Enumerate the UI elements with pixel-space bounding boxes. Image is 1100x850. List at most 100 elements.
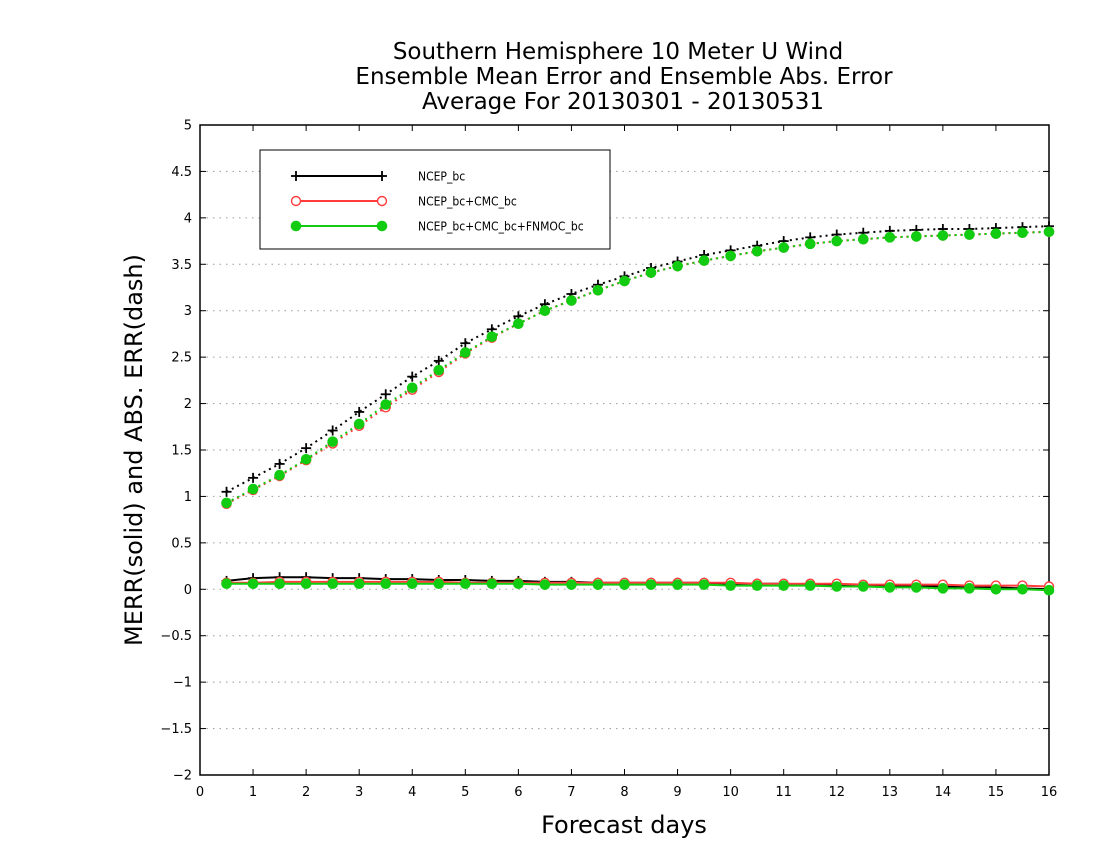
mean-error-point bbox=[964, 583, 975, 594]
x-tick-label: 1 bbox=[249, 785, 257, 800]
mean-error-point bbox=[592, 579, 604, 590]
x-tick-label: 2 bbox=[302, 785, 310, 800]
abs-error-point bbox=[248, 472, 259, 483]
y-tick-label: 2 bbox=[184, 397, 192, 412]
mean-error-point bbox=[247, 578, 259, 590]
legend-label: NCEP_bc+CMC_bc+FNMOC_bc bbox=[418, 220, 584, 234]
legend-label: NCEP_bc+CMC_bc bbox=[418, 195, 517, 209]
y-tick-label: 1.5 bbox=[171, 444, 192, 459]
x-tick-label: 7 bbox=[567, 785, 575, 800]
mean-error-point bbox=[486, 578, 498, 590]
abs-error-point bbox=[274, 458, 285, 469]
x-tick-label: 10 bbox=[722, 785, 739, 800]
series-2 bbox=[221, 226, 1055, 592]
legend-marker bbox=[376, 220, 388, 232]
abs-error-point bbox=[433, 364, 445, 376]
mean-error-point bbox=[513, 578, 524, 590]
title-line-1: Southern Hemisphere 10 Meter U Wind bbox=[393, 39, 843, 65]
mean-error-point bbox=[300, 578, 312, 590]
abs-error-point bbox=[380, 399, 392, 410]
abs-error-point bbox=[327, 436, 338, 447]
x-tick-label: 6 bbox=[514, 785, 522, 800]
chart-title: Southern Hemisphere 10 Meter U Wind Ense… bbox=[355, 39, 893, 115]
mean-error-point bbox=[911, 582, 922, 593]
mean-error-point bbox=[831, 581, 843, 592]
abs-error-point bbox=[990, 228, 1002, 239]
mean-error-point bbox=[406, 578, 418, 590]
abs-error-point bbox=[857, 233, 869, 245]
mean-error-point bbox=[353, 578, 365, 590]
mean-error-point bbox=[698, 579, 710, 590]
mean-error-point bbox=[539, 579, 551, 590]
abs-error-point bbox=[566, 295, 577, 306]
abs-error-point bbox=[964, 229, 975, 240]
abs-error-point bbox=[433, 355, 444, 366]
abs-error-point bbox=[619, 275, 630, 287]
abs-error-point bbox=[221, 497, 232, 509]
legend-item: NCEP_bc+CMC_bc+FNMOC_bc bbox=[290, 220, 584, 234]
abs-error-point bbox=[221, 486, 232, 497]
abs-error-point bbox=[911, 231, 922, 242]
x-tick-label: 13 bbox=[882, 785, 899, 800]
x-tick-label: 5 bbox=[461, 785, 469, 800]
abs-error-point bbox=[778, 242, 789, 253]
mean-error-point bbox=[725, 580, 736, 591]
mean-error-point bbox=[460, 578, 471, 590]
abs-error-point bbox=[301, 443, 312, 454]
y-tick-label: 5 bbox=[184, 119, 192, 134]
abs-error-point bbox=[486, 331, 498, 343]
x-axis-label: Forecast days bbox=[541, 811, 707, 839]
grid-lines bbox=[200, 170, 1049, 730]
y-tick-label: 2.5 bbox=[171, 351, 192, 366]
title-line-2: Ensemble Mean Error and Ensemble Abs. Er… bbox=[355, 64, 893, 90]
abs-error-point bbox=[274, 469, 285, 481]
legend-marker bbox=[291, 171, 301, 181]
y-tick-label: −1.5 bbox=[160, 722, 192, 737]
mean-error-point bbox=[857, 581, 869, 592]
mean-error-point bbox=[672, 579, 683, 590]
mean-error-point bbox=[990, 583, 1002, 595]
abs-error-point bbox=[513, 318, 524, 330]
legend-label: NCEP_bc bbox=[418, 170, 465, 184]
legend-marker bbox=[377, 171, 387, 181]
mean-error-point bbox=[751, 580, 763, 591]
abs-error-point bbox=[354, 406, 365, 417]
x-tick-label: 14 bbox=[935, 785, 952, 800]
mean-error-point bbox=[566, 579, 577, 590]
abs-error-point bbox=[460, 347, 471, 358]
y-tick-label: 1 bbox=[184, 490, 192, 505]
mean-error-point bbox=[645, 579, 657, 590]
y-tick-label: 0 bbox=[184, 583, 192, 598]
mean-error-point bbox=[380, 578, 392, 590]
legend-box bbox=[259, 149, 611, 250]
series-3 bbox=[221, 226, 1055, 596]
mean-error-point bbox=[327, 578, 338, 590]
abs-error-point bbox=[300, 453, 312, 465]
title-line-3: Average For 20130301 - 20130531 bbox=[422, 89, 824, 115]
abs-error-point bbox=[725, 250, 736, 262]
abs-error-point bbox=[380, 389, 391, 400]
abs-error-point bbox=[751, 245, 763, 257]
legend-marker bbox=[290, 220, 302, 232]
abs-error-point bbox=[353, 418, 365, 430]
y-tick-label: 0.5 bbox=[171, 536, 192, 551]
mean-error-point bbox=[1043, 584, 1055, 596]
abs-error-point bbox=[460, 338, 471, 349]
abs-error-point bbox=[592, 284, 604, 296]
legend-item: NCEP_bc bbox=[291, 170, 465, 184]
plot-frame bbox=[199, 124, 1050, 776]
legend-marker bbox=[290, 195, 302, 207]
x-tick-label: 12 bbox=[828, 785, 845, 800]
legend-item: NCEP_bc+CMC_bc bbox=[290, 195, 517, 209]
mean-error-point bbox=[619, 579, 630, 590]
abs-error-point bbox=[407, 371, 418, 382]
mean-error-point bbox=[221, 578, 232, 590]
legend-marker bbox=[376, 195, 388, 207]
abs-error-point bbox=[1043, 226, 1055, 238]
x-tick-label: 8 bbox=[620, 785, 628, 800]
mean-error-point bbox=[274, 578, 285, 590]
y-tick-label: 4 bbox=[184, 211, 192, 226]
x-tick-label: 16 bbox=[1041, 785, 1058, 800]
